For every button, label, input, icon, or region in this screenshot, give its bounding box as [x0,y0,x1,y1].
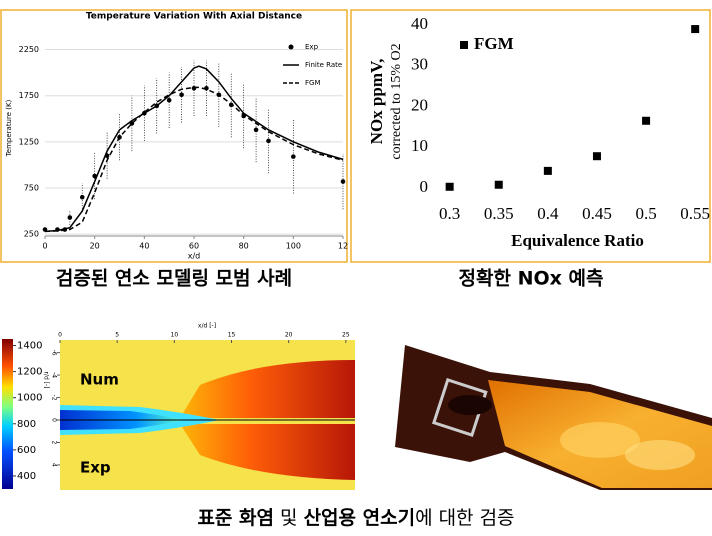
y-tick-label: 30 [411,55,428,74]
y-tick-label: -2 [51,395,58,401]
x-tick-label: 5 [115,332,119,339]
x-tick-label: 0 [42,242,47,251]
x-axis-label: Equivalence Ratio [511,231,644,250]
x-tick-label: 0 [58,332,62,339]
region-label: Exp [80,459,111,477]
contour-image [60,340,355,490]
legend-marker [288,44,294,50]
x-tick-label: 0.35 [484,204,514,223]
data-point [179,92,184,98]
data-point [79,194,85,200]
data-point [592,152,601,161]
region-label: Num [80,371,119,389]
y-tick-label: 4 [51,463,58,467]
caption-part: 및 [274,507,304,529]
x-tick-label: 25 [342,332,350,339]
panel-frame [350,9,711,263]
y-tick-label: 1750 [19,91,39,100]
chart-title: Temperature Variation With Axial Distanc… [86,12,302,22]
x-tick-label: 80 [239,242,249,251]
x-tick-label: 0.3 [439,204,460,223]
y-tick-label: 0 [420,177,429,196]
x-tick-label: 12 [338,242,348,251]
data-point [266,138,271,144]
y-tick-label: 10 [411,136,428,155]
x-tick-label: 0.55 [680,204,710,223]
x-tick-label: 20 [285,332,293,339]
colorbar-tick-label: 1400 [17,341,42,352]
legend-label: Finite Rate [305,61,342,69]
caption-part: 산업용 연소기 [304,507,416,529]
y-tick-label: 20 [411,95,428,114]
legend-label: FGM [474,34,514,53]
x-tick-label: 20 [90,242,100,251]
data-point [445,182,454,191]
y-tick-label: 250 [24,230,39,239]
data-point [494,180,503,189]
x-axis-label: x/d [-] [198,323,216,330]
combustor-image [395,345,712,490]
caption: 표준 화염 및 산업용 연소기에 대한 검증 [197,507,514,529]
y-axis-label: NOx ppmV, [367,59,386,145]
caption-part: 표준 화염 [197,507,274,529]
y-axis-label: corrected to 15% O2 [389,43,404,159]
colorbar-tick-label: 400 [17,471,36,482]
x-tick-label: 60 [189,242,199,251]
legend-label: Exp [305,43,319,51]
y-tick-label: 750 [24,184,39,193]
caption-part: 에 대한 검증 [415,507,514,529]
data-point [291,154,296,159]
data-point [67,215,73,220]
x-tick-label: 0.45 [582,204,612,223]
colorbar-tick-label: 1000 [17,393,42,404]
data-point [340,179,346,184]
y-tick-label: 40 [411,14,428,33]
colorbar [2,339,13,489]
y-tick-label: 1250 [19,137,39,146]
legend-marker [460,41,468,49]
series-line [44,65,344,233]
x-tick-label: 0.5 [635,204,656,223]
x-tick-label: 100 [286,242,301,251]
y-axis-label: Temperature (K) [5,99,13,157]
y-tick-label: -4 [51,372,58,378]
legend-label: FGM [305,79,321,87]
y-tick-label: 2250 [19,45,39,54]
x-tick-label: 10 [171,332,179,339]
caption: 정확한 NOx 예측 [459,267,604,290]
colorbar-tick-label: 600 [17,445,36,456]
data-point [253,127,259,133]
y-tick-label: -6 [51,350,58,356]
colorbar-tick-label: 800 [17,419,36,430]
caption: 검증된 연소 모델링 모범 사례 [56,268,292,290]
data-point [166,98,172,103]
data-point [642,116,651,125]
x-tick-label: 0.4 [537,204,559,223]
x-tick-label: 15 [228,332,236,339]
x-axis-label: x/d [188,252,201,261]
series-line [44,86,344,233]
y-axis-label: r/d [-] [43,371,50,388]
y-tick-label: 2 [51,441,58,445]
y-tick-label: 0 [51,418,58,422]
data-point [543,166,552,175]
colorbar-tick-label: 1200 [17,367,42,378]
data-point [691,25,700,34]
x-tick-label: 40 [139,242,149,251]
panel-frame [0,9,348,263]
